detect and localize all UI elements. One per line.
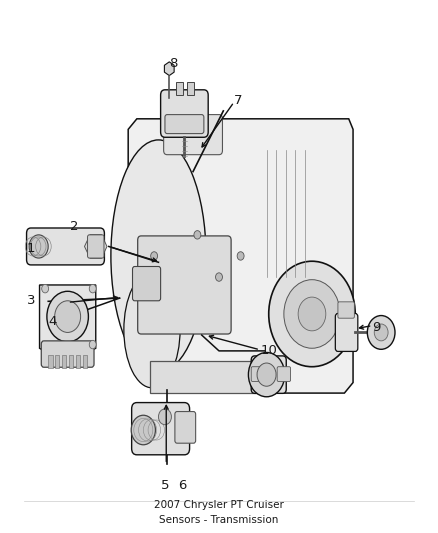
Polygon shape: [128, 119, 353, 393]
Bar: [176, 82, 183, 95]
Text: 6: 6: [178, 479, 186, 492]
Circle shape: [89, 341, 96, 349]
Text: 3: 3: [27, 294, 35, 308]
Ellipse shape: [111, 140, 206, 372]
FancyBboxPatch shape: [251, 356, 286, 393]
Circle shape: [237, 252, 244, 260]
FancyBboxPatch shape: [138, 236, 231, 334]
FancyBboxPatch shape: [251, 367, 265, 382]
Text: Sensors - Transmission: Sensors - Transmission: [159, 515, 279, 525]
Bar: [76, 355, 80, 368]
Circle shape: [284, 280, 340, 348]
Bar: [83, 355, 87, 368]
Text: 4: 4: [48, 316, 57, 328]
Bar: [187, 82, 194, 95]
Text: 2007 Chrysler PT Cruiser: 2007 Chrysler PT Cruiser: [154, 500, 284, 510]
Circle shape: [374, 324, 388, 341]
Circle shape: [29, 235, 48, 258]
FancyBboxPatch shape: [277, 367, 290, 382]
Text: 10: 10: [260, 344, 277, 358]
FancyBboxPatch shape: [88, 235, 104, 258]
Bar: [62, 355, 66, 368]
Text: 8: 8: [169, 57, 178, 70]
Bar: [69, 355, 73, 368]
Circle shape: [194, 231, 201, 239]
FancyBboxPatch shape: [41, 341, 94, 367]
Ellipse shape: [124, 272, 180, 388]
FancyBboxPatch shape: [133, 266, 161, 301]
Circle shape: [159, 409, 171, 425]
Polygon shape: [150, 361, 271, 393]
Circle shape: [89, 285, 96, 293]
FancyBboxPatch shape: [336, 313, 358, 351]
Circle shape: [42, 285, 49, 293]
Circle shape: [131, 415, 155, 445]
Circle shape: [248, 352, 285, 397]
Bar: [48, 355, 53, 368]
Text: 2: 2: [70, 221, 78, 233]
FancyBboxPatch shape: [175, 411, 196, 443]
FancyBboxPatch shape: [165, 115, 204, 134]
FancyBboxPatch shape: [132, 402, 190, 455]
Circle shape: [151, 252, 158, 260]
Text: 1: 1: [27, 241, 35, 255]
Polygon shape: [39, 285, 96, 364]
Circle shape: [257, 363, 276, 386]
Text: 5: 5: [161, 479, 169, 492]
FancyBboxPatch shape: [161, 90, 208, 138]
Circle shape: [215, 273, 223, 281]
Text: 9: 9: [372, 321, 381, 334]
Circle shape: [269, 261, 355, 367]
FancyBboxPatch shape: [338, 302, 354, 318]
Circle shape: [55, 301, 81, 333]
Circle shape: [367, 316, 395, 349]
Circle shape: [298, 297, 326, 331]
FancyBboxPatch shape: [164, 115, 223, 155]
Bar: [55, 355, 60, 368]
Text: 7: 7: [234, 94, 243, 107]
Circle shape: [47, 292, 88, 342]
FancyBboxPatch shape: [27, 228, 104, 265]
